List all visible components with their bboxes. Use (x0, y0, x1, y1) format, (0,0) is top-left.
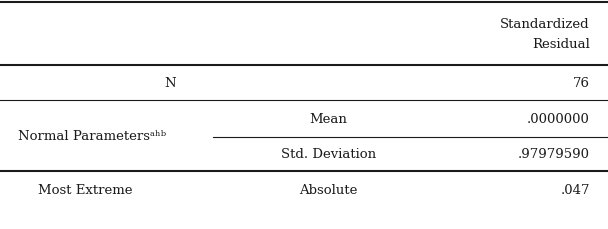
Text: 76: 76 (573, 77, 590, 90)
Text: Normal Parametersᵃʰᵇ: Normal Parametersᵃʰᵇ (18, 129, 167, 142)
Text: N: N (164, 77, 176, 90)
Text: .0000000: .0000000 (527, 112, 590, 125)
Text: .047: .047 (560, 183, 590, 196)
Text: Std. Deviation: Std. Deviation (281, 148, 376, 161)
Text: Most Extreme: Most Extreme (38, 183, 133, 196)
Text: Mean: Mean (309, 112, 347, 125)
Text: Absolute: Absolute (299, 183, 358, 196)
Text: Standardized
Residual: Standardized Residual (500, 17, 590, 51)
Text: .97979590: .97979590 (518, 148, 590, 161)
